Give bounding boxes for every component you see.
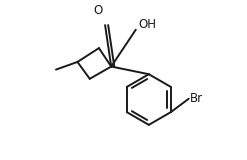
Text: OH: OH — [139, 18, 157, 31]
Text: Br: Br — [190, 92, 203, 105]
Text: O: O — [94, 4, 103, 17]
